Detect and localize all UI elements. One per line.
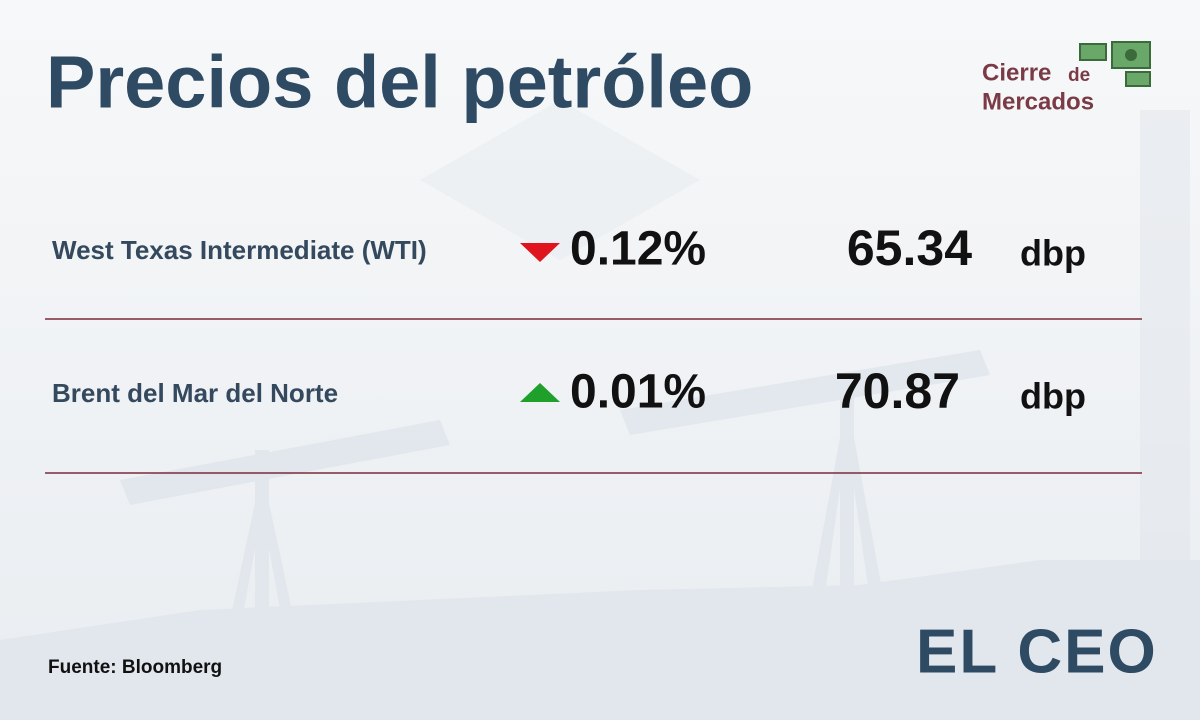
price: 70.87 bbox=[835, 363, 960, 419]
unit: dbp bbox=[1020, 376, 1086, 417]
price: 65.34 bbox=[847, 220, 972, 276]
badge-line2: Mercados bbox=[982, 88, 1094, 115]
change: 0.12% bbox=[570, 223, 706, 276]
arrow-down bbox=[520, 243, 560, 262]
row-name: Brent del Mar del Norte bbox=[52, 378, 338, 408]
unit: dbp bbox=[1020, 233, 1086, 274]
page-title: Precios del petróleo bbox=[46, 41, 753, 124]
badge-line1: Cierre bbox=[982, 59, 1051, 86]
price-table: West Texas Intermediate (WTI) 0.12% 65.34 d… bbox=[45, 220, 1142, 474]
change: 0.01% bbox=[570, 366, 706, 419]
badge-icon bbox=[1079, 41, 1151, 87]
source: Fuente: Bloomberg bbox=[48, 657, 222, 678]
row-name: West Texas Intermediate (WTI) bbox=[52, 235, 427, 265]
background-silhouettes bbox=[0, 100, 1200, 720]
arrow-up bbox=[520, 383, 560, 402]
badge-connector: de bbox=[1068, 65, 1090, 86]
logo: EL CEO bbox=[916, 617, 1158, 686]
